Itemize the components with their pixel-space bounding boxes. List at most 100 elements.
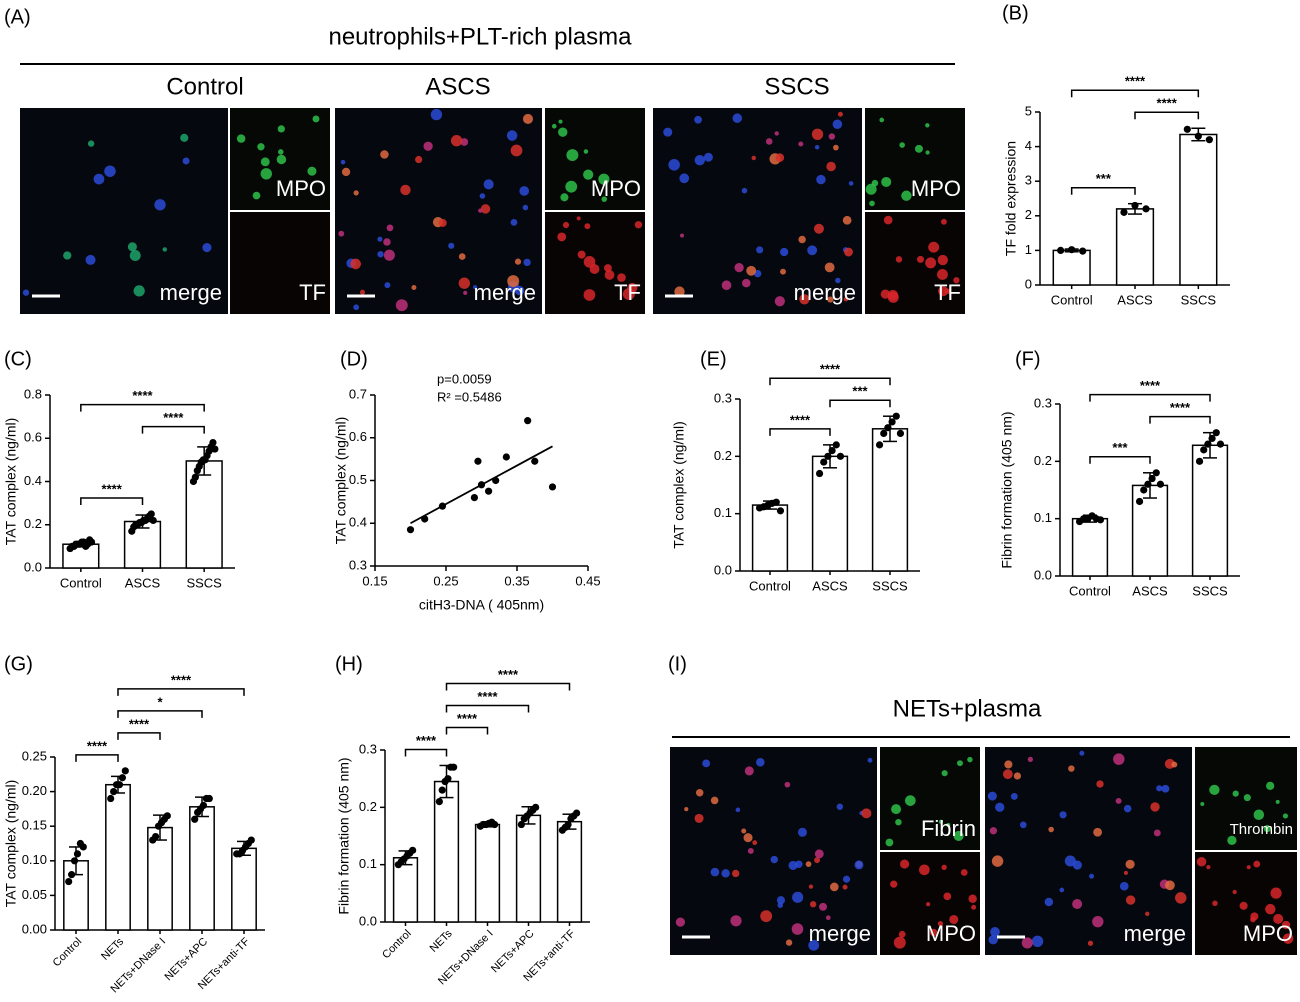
cell — [350, 258, 361, 270]
significance-bracket — [141, 425, 205, 434]
y-tick-label: 2 — [1025, 207, 1032, 222]
cell — [937, 254, 948, 266]
cell — [895, 818, 902, 826]
x-tick-label: ASCS — [125, 575, 161, 590]
cell — [819, 902, 827, 911]
panel-label: (A) — [4, 6, 31, 28]
micrograph — [545, 108, 645, 210]
cell — [472, 285, 478, 290]
cell — [450, 135, 463, 147]
x-tick-label: NETs — [99, 935, 126, 962]
cell — [133, 285, 145, 297]
cell — [809, 901, 817, 908]
cell — [1175, 892, 1187, 904]
cell — [458, 253, 466, 260]
micrograph — [230, 212, 330, 314]
cell — [463, 290, 468, 295]
cell — [1119, 881, 1129, 891]
y-tick-label: 0.25 — [22, 748, 47, 763]
bar — [474, 823, 501, 923]
cell — [960, 869, 968, 876]
significance-label: *** — [1112, 440, 1128, 455]
data-point — [828, 447, 836, 455]
cell — [1250, 912, 1259, 921]
cell — [551, 123, 557, 129]
cell — [780, 268, 786, 275]
data-point — [121, 767, 129, 775]
cell — [811, 128, 824, 140]
data-point — [884, 424, 892, 432]
y-axis-title: TAT complex (ng/ml) — [333, 417, 349, 545]
cell — [893, 936, 906, 949]
cell — [914, 144, 923, 153]
cell — [741, 828, 747, 834]
cell — [519, 186, 530, 196]
panel-label: (C) — [4, 348, 32, 370]
cell — [522, 113, 534, 124]
cell — [814, 857, 821, 864]
data-point — [205, 794, 213, 803]
x-tick-label: 0.15 — [362, 573, 387, 588]
cell — [674, 286, 685, 297]
cell — [791, 923, 804, 935]
cell — [760, 910, 773, 923]
cell — [622, 288, 635, 301]
cell — [312, 115, 320, 123]
cell — [583, 289, 596, 301]
cell — [732, 113, 743, 123]
cell — [710, 796, 719, 805]
cell — [1200, 801, 1205, 806]
y-tick-label: 0.3 — [359, 741, 377, 756]
significance-bracket — [1134, 111, 1200, 120]
cell — [990, 927, 1000, 937]
x-tick-label: 0.45 — [575, 573, 600, 588]
cell — [583, 256, 596, 268]
data-point — [1057, 246, 1065, 254]
cell — [813, 223, 824, 234]
cell — [558, 127, 568, 137]
significance-label: **** — [457, 711, 478, 726]
cell — [832, 119, 843, 129]
cell — [127, 242, 137, 252]
cell — [891, 804, 902, 815]
y-axis-title: TAT complex (ng/ml) — [3, 780, 19, 908]
cell — [1253, 809, 1265, 820]
cell — [808, 939, 820, 951]
data-point — [836, 452, 845, 460]
cell — [744, 766, 754, 776]
x-tick-label: ASCS — [812, 578, 848, 593]
cell — [507, 275, 520, 288]
cell — [1125, 895, 1136, 905]
cell — [460, 138, 469, 146]
data-point — [1144, 480, 1152, 488]
data-point — [70, 857, 79, 865]
channel-label: MPO — [591, 176, 641, 201]
cell — [1145, 911, 1150, 917]
data-point — [191, 815, 199, 823]
data-point — [73, 850, 82, 858]
data-point — [573, 809, 581, 817]
cell — [925, 123, 930, 128]
y-tick-label: 0.2 — [714, 448, 732, 463]
cell — [87, 140, 95, 147]
bar — [1191, 444, 1229, 577]
cell — [774, 131, 779, 136]
cell — [1123, 870, 1128, 875]
cell — [808, 884, 814, 889]
data-point — [1079, 247, 1087, 255]
y-axis-title: TAT complex (ng/ml) — [3, 418, 19, 546]
cell — [634, 221, 643, 229]
cell — [1209, 784, 1220, 796]
significance-label: **** — [790, 412, 811, 427]
cell — [885, 838, 894, 847]
cell — [756, 246, 764, 254]
cell — [835, 277, 841, 284]
cell — [679, 173, 690, 184]
group-title: ASCS — [425, 73, 490, 100]
y-tick-label: 0.2 — [1034, 453, 1052, 468]
cell — [784, 781, 791, 788]
cell — [797, 827, 807, 837]
y-tick-label: 0.0 — [714, 562, 732, 577]
cell — [236, 134, 246, 143]
cell — [776, 896, 786, 905]
